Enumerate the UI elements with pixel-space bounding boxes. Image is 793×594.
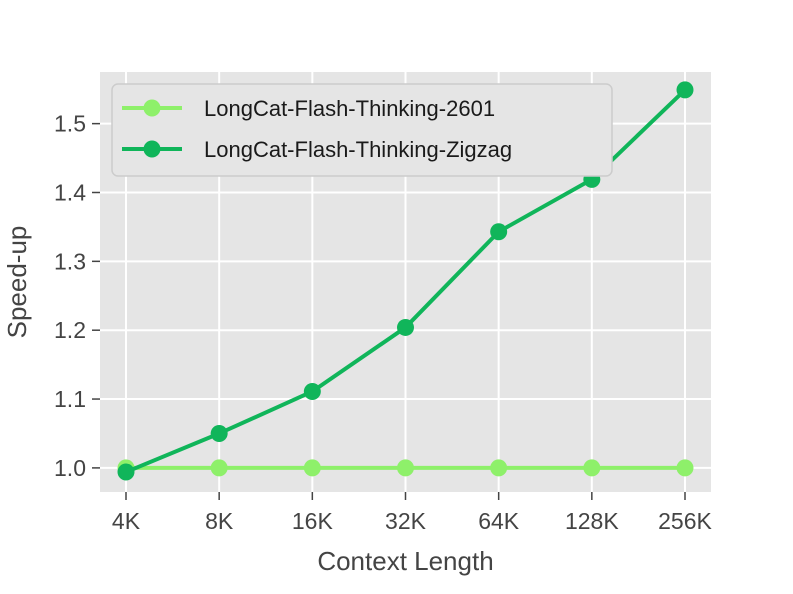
data-point: [397, 318, 414, 336]
x-tick-label: 8K: [205, 508, 234, 534]
series-2: [117, 81, 694, 481]
x-tick-label: 256K: [658, 508, 712, 534]
y-axis-title: Speed-up: [2, 226, 32, 339]
data-point: [490, 223, 508, 241]
data-point: [676, 459, 694, 477]
x-axis-title: Context Length: [317, 546, 493, 576]
data-point: [397, 459, 414, 477]
data-point: [303, 382, 321, 400]
series-layer: [117, 81, 694, 481]
x-tick-label: 128K: [565, 508, 619, 534]
x-tick-label: 32K: [385, 508, 427, 534]
data-point: [117, 463, 135, 481]
data-point: [676, 81, 694, 99]
y-tick-label: 1.1: [54, 386, 86, 412]
data-point: [210, 459, 228, 477]
y-tick-label: 1.3: [54, 248, 86, 274]
legend-box: [111, 83, 613, 177]
y-tick-label: 1.0: [54, 455, 86, 481]
legend-marker: [143, 99, 161, 117]
y-tick-label: 1.4: [54, 179, 86, 205]
x-tick-label: 16K: [292, 508, 334, 534]
x-tick-label: 64K: [478, 508, 520, 534]
data-point: [210, 424, 228, 442]
legend-label: LongCat-Flash-Thinking-Zigzag: [204, 137, 512, 162]
x-tick-label: 4K: [112, 508, 141, 534]
y-tick-label: 1.2: [54, 317, 86, 343]
data-point: [490, 459, 508, 477]
axes: 4K 8K 16K 32K 64K 128K 256K 1.0 1.1 1.2 1.3 1.4 1.5: [54, 111, 712, 534]
y-tick-label: 1.5: [54, 111, 86, 137]
legend-label: LongCat-Flash-Thinking-2601: [204, 96, 495, 121]
data-point: [583, 459, 601, 477]
legend-marker: [143, 140, 161, 158]
legend: LongCat-Flash-Thinking-2601 LongCat-Flash…: [111, 83, 613, 177]
data-point: [303, 459, 321, 477]
